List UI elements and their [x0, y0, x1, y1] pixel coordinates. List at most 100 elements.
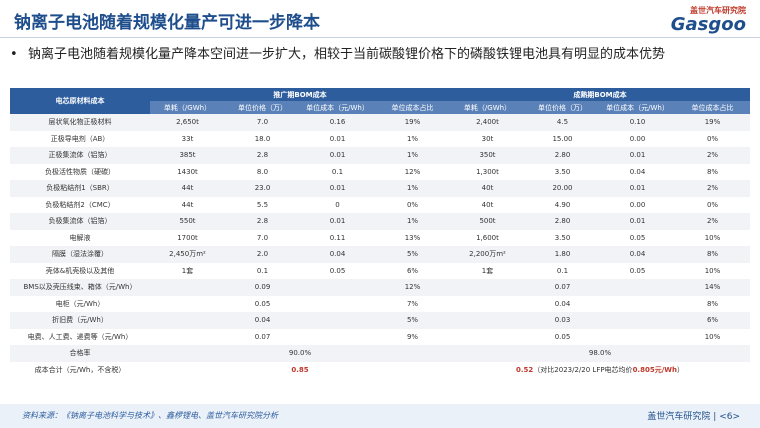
bullet: 钠离子电池随着规模化量产降本空间进一步扩大，相较于当前碳酸锂价格下的磷酸铁锂电池… — [10, 46, 728, 64]
cell: 2% — [675, 180, 750, 197]
column-header: 单位成本占比 — [675, 101, 750, 114]
cell: 0.05 — [300, 262, 375, 279]
cell: 44t — [150, 196, 225, 213]
cell: 0% — [675, 196, 750, 213]
note: （对比2023/2/20 LFP电芯均价 — [533, 365, 633, 374]
cell: 0.05 — [600, 262, 675, 279]
cell: 0.07 — [150, 328, 375, 345]
cell: 5% — [375, 312, 450, 329]
cell: 9% — [375, 328, 450, 345]
cell: 0.01 — [300, 130, 375, 147]
cell: 12% — [375, 163, 450, 180]
cell: 15.00 — [525, 130, 600, 147]
cell: 1,600t — [450, 229, 525, 246]
cell: 500t — [450, 213, 525, 230]
cell: 2.8 — [225, 147, 300, 164]
row-label: 负极粘结剂1（SBR） — [10, 180, 150, 197]
cell: 8.0 — [225, 163, 300, 180]
row-label: 壳体&机壳极以及其他 — [10, 262, 150, 279]
cell: 0% — [375, 196, 450, 213]
cell: 0.11 — [300, 229, 375, 246]
table-row: 隔膜（湿法涂覆） 2,450万m² 2.0 0.04 5% 2,200万m² 1.80 0.0… — [10, 246, 750, 263]
cell: 90.0% — [150, 345, 450, 362]
row-label: 折旧费（元/Wh） — [10, 312, 150, 329]
total-mature: 0.52 — [516, 365, 534, 374]
table-row: 负极粘结剂1（SBR） 44t 23.0 0.01 1% 40t 20.00 0.01 2% — [10, 180, 750, 197]
cell: 19% — [375, 114, 450, 131]
cell: 8% — [675, 163, 750, 180]
group-header: 成熟期BOM成本 — [450, 88, 750, 101]
row-label: 负极集流体（铝箔） — [10, 213, 150, 230]
cell: 2.0 — [225, 246, 300, 263]
table-row: 负极活性物质（硬碳） 1430t 8.0 0.1 12% 1,300t 3.50 0.04 8% — [10, 163, 750, 180]
cell: 1% — [375, 180, 450, 197]
cell: 7% — [375, 295, 450, 312]
cell: 0.09 — [150, 279, 375, 296]
cell: 3.50 — [525, 229, 600, 246]
cell: 10% — [675, 229, 750, 246]
cell: 2,400t — [450, 114, 525, 131]
cell: 0.1 — [525, 262, 600, 279]
table-row: 折旧费（元/Wh） 0.04 5% 0.03 6% — [10, 312, 750, 329]
corner: 电芯原材料成本 — [10, 88, 150, 114]
cell: 0.04 — [150, 312, 375, 329]
cell: 0.04 — [450, 295, 675, 312]
cell: 0.01 — [300, 213, 375, 230]
cell: 6% — [375, 262, 450, 279]
cell: 0.1 — [300, 163, 375, 180]
cell: 18.0 — [225, 130, 300, 147]
cell: 40t — [450, 196, 525, 213]
group-header: 推广期BOM成本 — [150, 88, 450, 101]
cell: 10% — [675, 262, 750, 279]
cell: 0.00 — [600, 196, 675, 213]
column-header: 单位成本（元/Wh） — [600, 101, 675, 114]
cell: 0.03 — [450, 312, 675, 329]
cell: 1.80 — [525, 246, 600, 263]
note-value: 0.805元/Wh — [632, 365, 677, 374]
cell: 0.04 — [600, 163, 675, 180]
cell: 44t — [150, 180, 225, 197]
cell: 13% — [375, 229, 450, 246]
table-row: BMS以及壳压线束、箱体（元/Wh） 0.09 12% 0.07 14% — [10, 279, 750, 296]
table-row: 层状氧化物正极材料 2,650t 7.0 0.16 19% 2,400t 4.5 0.10 19… — [10, 114, 750, 131]
cell: 1700t — [150, 229, 225, 246]
cell: 30t — [450, 130, 525, 147]
note: ） — [676, 365, 684, 374]
cell: 2.8 — [225, 213, 300, 230]
row-label: 正极集流体（铝箔） — [10, 147, 150, 164]
cell: 2,450万m² — [150, 246, 225, 263]
column-header: 单位价格（万） — [525, 101, 600, 114]
cell: 7.0 — [225, 114, 300, 131]
row-label: 合格率 — [10, 345, 150, 362]
row-label: 负极活性物质（硬碳） — [10, 163, 150, 180]
total-row: 成本合计（元/Wh，不含税） 0.85 0.52（对比2023/2/20 LFP电芯… — [10, 361, 750, 378]
table-row: 电柜（元/Wh） 0.05 7% 0.04 8% — [10, 295, 750, 312]
cell: 1套 — [150, 262, 225, 279]
row-label: BMS以及壳压线束、箱体（元/Wh） — [10, 279, 150, 296]
cell: 10% — [675, 328, 750, 345]
column-header: 单位成本占比 — [375, 101, 450, 114]
cell: 2.80 — [525, 213, 600, 230]
cell: 4.5 — [525, 114, 600, 131]
logo-cn: 盖世汽车研究院 — [690, 6, 746, 15]
slide-title: 钠离子电池随着规模化量产可进一步降本 — [14, 13, 320, 33]
table-row: 正极导电剂（AB） 33t 18.0 0.01 1% 30t 15.00 0.00 0% — [10, 130, 750, 147]
cell: 0.04 — [300, 246, 375, 263]
cell: 0.01 — [300, 180, 375, 197]
cell: 0.01 — [600, 147, 675, 164]
logo-en: Gasgoo — [670, 14, 746, 35]
row-label: 成本合计（元/Wh，不含税） — [10, 361, 150, 378]
cell: 5.5 — [225, 196, 300, 213]
cell: 0.01 — [600, 180, 675, 197]
cell: 0.01 — [600, 213, 675, 230]
cell: 7.0 — [225, 229, 300, 246]
cell: 98.0% — [450, 345, 750, 362]
cell: 20.00 — [525, 180, 600, 197]
cell: 0% — [675, 130, 750, 147]
table-row: 合格率 90.0% 98.0% — [10, 345, 750, 362]
cell: 2% — [675, 213, 750, 230]
cell: 8% — [675, 295, 750, 312]
cell: 0.16 — [300, 114, 375, 131]
cell: 19% — [675, 114, 750, 131]
